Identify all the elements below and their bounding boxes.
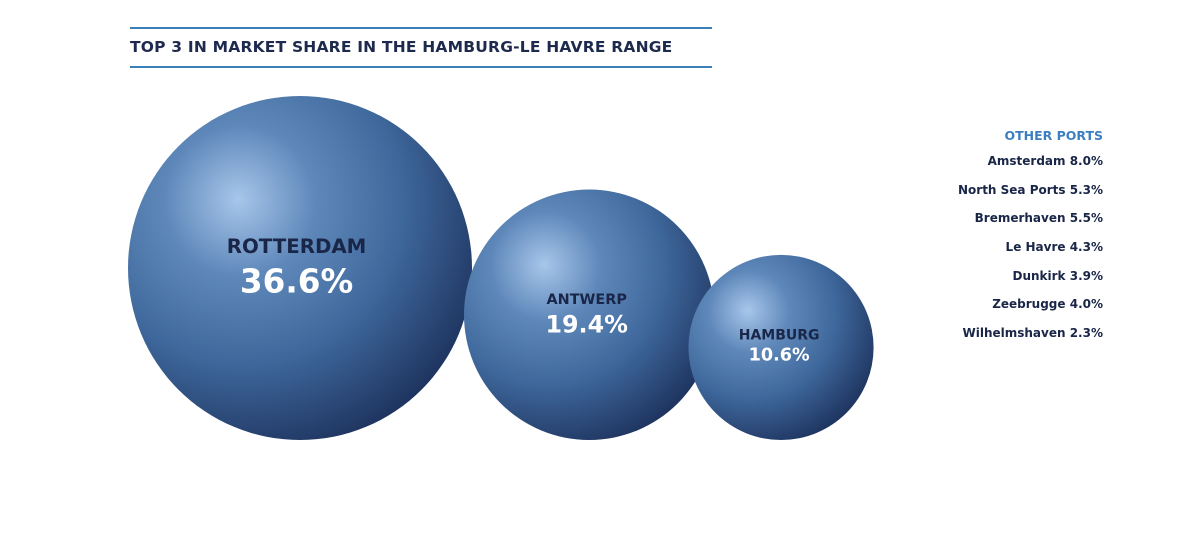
other-ports-list: Amsterdam 8.0% North Sea Ports 5.3% Bremer… [958,153,1103,354]
other-port-item: Zeebrugge 4.0% [992,297,1103,312]
other-port-item: Le Havre 4.3% [1005,240,1103,255]
antwerp-circle [464,189,715,440]
other-port-item: Wilhelmshaven 2.3% [962,326,1103,341]
hamburg-value: 10.6% [749,346,810,366]
rotterdam-label: ROTTERDAM [227,235,367,258]
rotterdam-circle [128,96,472,440]
hamburg-bubble: HAMBURG 10.6% [688,254,874,440]
other-port-item: Amsterdam 8.0% [987,154,1103,168]
other-port-item: Bremerhaven 5.5% [974,211,1103,226]
title-rule-bottom [130,66,712,68]
antwerp-bubble: ANTWERP 19.4% [464,189,715,440]
chart-title-block: TOP 3 IN MARKET SHARE IN THE HAMBURG-LE … [130,27,712,69]
hamburg-label: HAMBURG [739,327,820,343]
other-port-item: North Sea Ports 5.3% [957,182,1103,197]
antwerp-label: ANTWERP [547,292,627,308]
rotterdam-bubble: ROTTERDAM 36.6% [128,96,472,440]
rotterdam-value: 36.6% [240,262,353,300]
other-ports-legend: OTHER PORTS Amsterdam 8.0% North Sea Port… [958,128,1103,354]
chart-title: TOP 3 IN MARKET SHARE IN THE HAMBURG-LE … [130,38,673,56]
title-rule-top [130,27,712,29]
antwerp-value: 19.4% [545,310,628,338]
other-port-item: Dunkirk 3.9% [1012,268,1104,283]
hamburg-circle [688,254,874,440]
other-ports-heading: OTHER PORTS [1004,128,1103,143]
